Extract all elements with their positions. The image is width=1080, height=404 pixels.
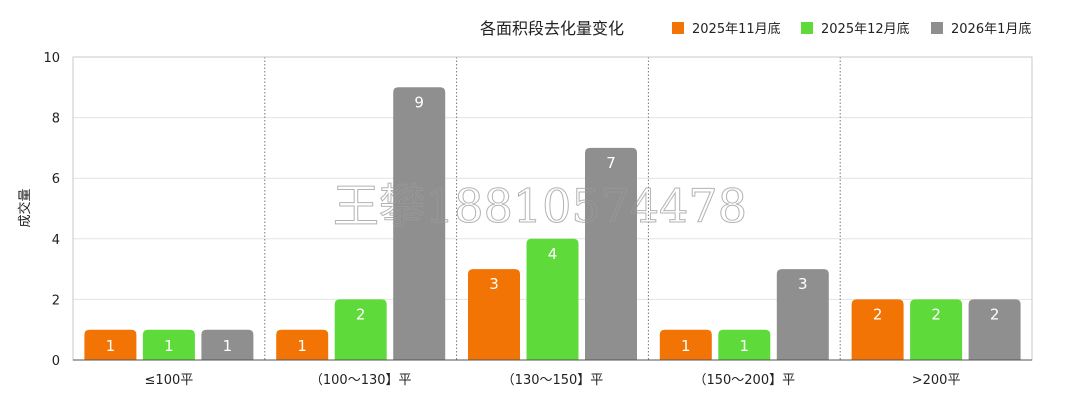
y-tick-label: 0 bbox=[52, 354, 60, 369]
legend-label: 2025年11月底 bbox=[692, 21, 781, 37]
bar bbox=[851, 299, 904, 360]
bar-value-label: 4 bbox=[548, 245, 558, 263]
legend-swatch bbox=[672, 22, 684, 34]
bar bbox=[585, 147, 637, 360]
legend: 2025年11月底 2025年12月底 2026年1月底 bbox=[672, 21, 1031, 37]
bar bbox=[910, 299, 963, 360]
bar bbox=[468, 269, 520, 360]
x-tick-label: >200平 bbox=[912, 373, 961, 388]
bar-value-label: 2 bbox=[990, 305, 1000, 323]
y-tick-label: 8 bbox=[52, 112, 60, 127]
bar-value-label: 1 bbox=[223, 337, 233, 355]
legend-swatch bbox=[801, 22, 813, 34]
x-tick-label: （130～150】平 bbox=[502, 373, 604, 388]
x-tick-label: ≤100平 bbox=[145, 373, 194, 388]
y-tick-label: 10 bbox=[43, 51, 60, 66]
bar-value-label: 7 bbox=[606, 154, 616, 172]
bar-value-label: 1 bbox=[681, 337, 691, 355]
y-axis-label: 成交量 bbox=[17, 188, 33, 227]
bar bbox=[142, 329, 195, 360]
x-tick-label: （100～130】平 bbox=[310, 373, 412, 388]
bar bbox=[659, 329, 712, 360]
legend-swatch bbox=[931, 22, 943, 34]
category-separators bbox=[264, 57, 841, 360]
bar-value-label: 2 bbox=[356, 305, 366, 323]
x-tick-label: （150～200】平 bbox=[693, 373, 795, 388]
bar-value-label: 1 bbox=[164, 337, 174, 355]
bar-value-label: 3 bbox=[489, 275, 499, 293]
y-axis-ticks: 0 2 4 6 8 10 bbox=[43, 51, 60, 369]
bar-value-label: 1 bbox=[297, 337, 307, 355]
y-tick-label: 4 bbox=[52, 233, 60, 248]
legend-label: 2026年1月底 bbox=[951, 21, 1031, 37]
bar-value-label: 3 bbox=[798, 275, 808, 293]
bar bbox=[84, 329, 137, 360]
x-axis-categories: ≤100平 （100～130】平 （130～150】平 （150～200】平 >200平 bbox=[145, 373, 961, 388]
plot-frame bbox=[72, 56, 1033, 361]
bar bbox=[718, 329, 771, 360]
bar bbox=[776, 269, 829, 360]
legend-label: 2025年12月底 bbox=[821, 21, 910, 37]
bar-value-label: 9 bbox=[414, 93, 424, 111]
watermark-text: 王攀18810574478 bbox=[333, 179, 747, 233]
bar-value-label: 1 bbox=[106, 337, 116, 355]
chart-title: 各面积段去化量变化 bbox=[480, 19, 624, 38]
bar-value-label: 1 bbox=[740, 337, 750, 355]
bar-value-label: 2 bbox=[873, 305, 883, 323]
bar bbox=[201, 329, 254, 360]
bar bbox=[334, 299, 387, 360]
bar bbox=[526, 238, 579, 360]
bars: 1 1 3 1 2 1 2 4 1 2 1 9 7 3 2 bbox=[84, 87, 1021, 361]
bar bbox=[276, 329, 329, 360]
bar-value-label: 2 bbox=[931, 305, 941, 323]
bar bbox=[968, 299, 1021, 360]
y-tick-label: 2 bbox=[52, 293, 60, 308]
bar bbox=[393, 87, 446, 361]
y-tick-label: 6 bbox=[52, 172, 60, 187]
